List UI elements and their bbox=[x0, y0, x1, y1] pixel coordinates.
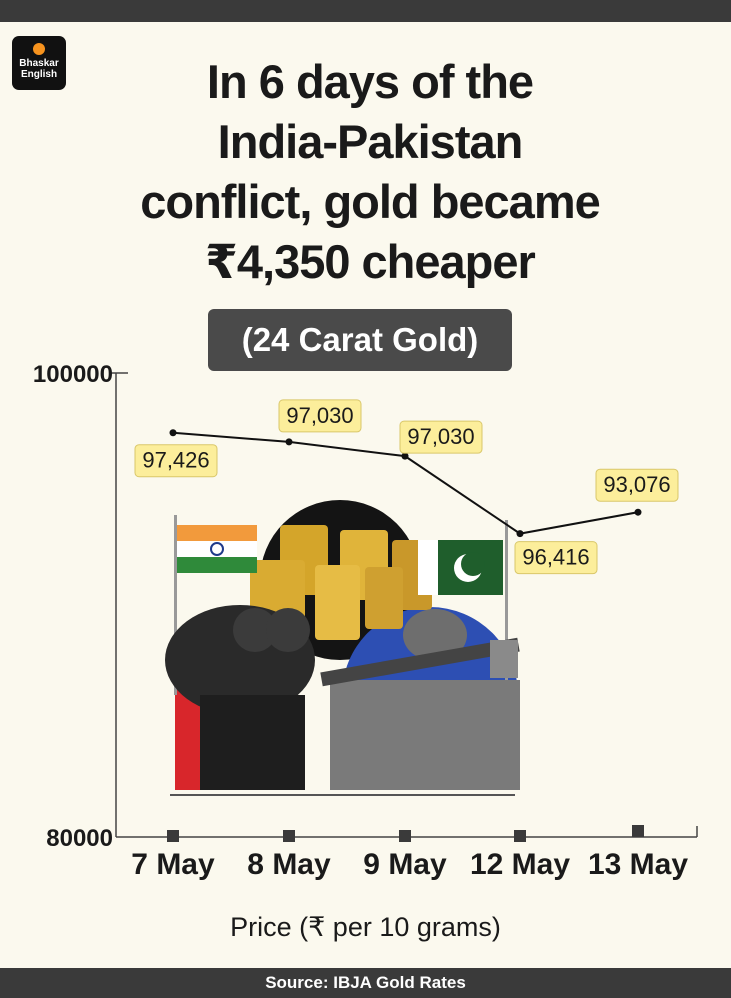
data-label-3: 96,416 bbox=[522, 545, 589, 570]
x-tick-marker-2 bbox=[399, 830, 411, 842]
x-tick-label-0: 7 May bbox=[131, 848, 215, 881]
y-tick-label-top: 100000 bbox=[33, 361, 113, 388]
price-chart: 100000 80000 7 May 8 May 9 May 12 May 13 May… bbox=[33, 361, 698, 881]
pakistan-flag-icon bbox=[418, 520, 508, 695]
x-tick-label-4: 13 May bbox=[588, 848, 688, 881]
data-point-1 bbox=[285, 438, 293, 446]
india-flag-icon bbox=[174, 515, 257, 695]
x-tick-marker-1 bbox=[283, 830, 295, 842]
logo-line-1: Bhaskar bbox=[19, 58, 59, 69]
bhaskar-english-logo[interactable]: Bhaskar English bbox=[12, 36, 66, 90]
x-axis-label: Price (₹ per 10 grams) bbox=[230, 912, 501, 942]
subtitle-badge: (24 Carat Gold) bbox=[208, 309, 512, 371]
data-label-1: 97,030 bbox=[286, 403, 353, 428]
headline-line-4: ₹4,350 cheaper bbox=[205, 235, 536, 288]
headline-line-1: In 6 days of the bbox=[206, 55, 534, 108]
source-bar: Source: IBJA Gold Rates bbox=[0, 968, 731, 998]
x-tick-label-1: 8 May bbox=[247, 848, 331, 881]
x-tick-marker-0 bbox=[167, 830, 179, 842]
data-label-4: 93,076 bbox=[603, 472, 670, 497]
x-tick-marker-3 bbox=[514, 830, 526, 842]
data-point-2 bbox=[401, 452, 409, 460]
headline-line-3: conflict, gold became bbox=[140, 175, 601, 228]
x-tick-label-3: 12 May bbox=[470, 848, 570, 881]
data-label-0: 97,426 bbox=[142, 448, 209, 473]
headline: In 6 days of the India-Pakistan conflict… bbox=[70, 52, 670, 292]
data-point-3 bbox=[516, 530, 524, 538]
soldier-binoculars-icon bbox=[165, 605, 315, 790]
gold-bars-icon bbox=[250, 525, 432, 640]
data-labels: 97,426 97,030 97,030 96,416 93,076 bbox=[134, 399, 679, 575]
x-axis-ticks: 7 May 8 May 9 May 12 May 13 May bbox=[131, 825, 688, 881]
y-tick-label-bottom: 80000 bbox=[46, 825, 113, 852]
conflict-collage-image bbox=[165, 500, 520, 796]
data-label-box-4 bbox=[595, 468, 679, 502]
data-label-box-1 bbox=[278, 399, 362, 433]
x-tick-label-2: 9 May bbox=[363, 848, 447, 881]
headline-line-2: India-Pakistan bbox=[217, 115, 524, 168]
top-bar bbox=[0, 0, 731, 22]
logo-line-2: English bbox=[20, 69, 58, 80]
data-point-4 bbox=[634, 508, 642, 516]
data-label-box-3 bbox=[514, 541, 598, 575]
data-point-0 bbox=[169, 429, 177, 437]
data-label-2: 97,030 bbox=[407, 424, 474, 449]
x-tick-marker-4 bbox=[632, 825, 644, 837]
data-label-box-2 bbox=[399, 420, 483, 454]
soldier-rifle-icon bbox=[320, 609, 520, 790]
price-series bbox=[169, 429, 642, 538]
data-label-box-0 bbox=[134, 444, 218, 478]
sun-icon bbox=[33, 43, 45, 55]
